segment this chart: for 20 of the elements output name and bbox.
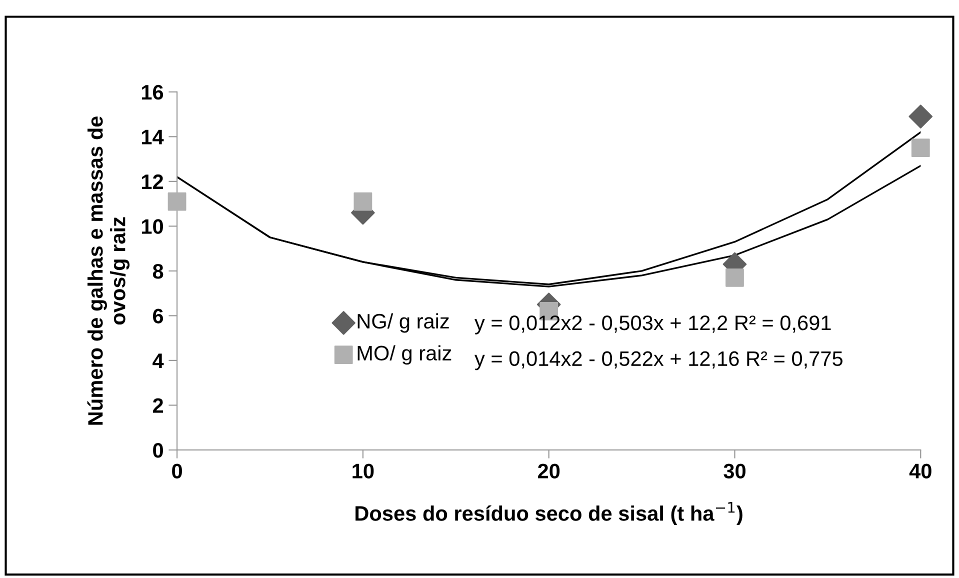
y-tick-label: 16 bbox=[142, 84, 164, 100]
x-axis-title: Doses do resíduo seco de sisal (t ha$^{−1}$) bbox=[356, 502, 742, 525]
y-tick-label: 8 bbox=[152, 264, 164, 279]
y-tick-label: 4 bbox=[152, 354, 164, 368]
y-tick-label: 12 bbox=[142, 174, 164, 189]
x-tick-label: 20 bbox=[538, 464, 560, 478]
annotation: y = 0,012x2 - 0,503x + 12,2 R² = 0,691 bbox=[474, 315, 831, 334]
x-tick-label: 40 bbox=[909, 464, 932, 478]
y-axis-title: Número de galhas e massas de ovos/g raiz bbox=[87, 116, 130, 425]
x-tick-label: 10 bbox=[352, 464, 374, 478]
y-tick-label: 10 bbox=[142, 219, 163, 234]
y-tick-label: 14 bbox=[142, 130, 164, 144]
legend-label: NG/ g raiz bbox=[358, 313, 449, 333]
annotation: y = 0,014x2 - 0,522x + 12,16 R² = 0,775 bbox=[474, 351, 842, 370]
x-tick-label: 0 bbox=[172, 464, 182, 478]
y-tick-label: 6 bbox=[153, 308, 164, 324]
y-tick-label: 2 bbox=[152, 398, 164, 413]
legend-label: MO/ g raiz bbox=[358, 345, 452, 365]
y-tick-label: 0 bbox=[153, 442, 163, 458]
x-tick-label: 30 bbox=[724, 464, 746, 478]
